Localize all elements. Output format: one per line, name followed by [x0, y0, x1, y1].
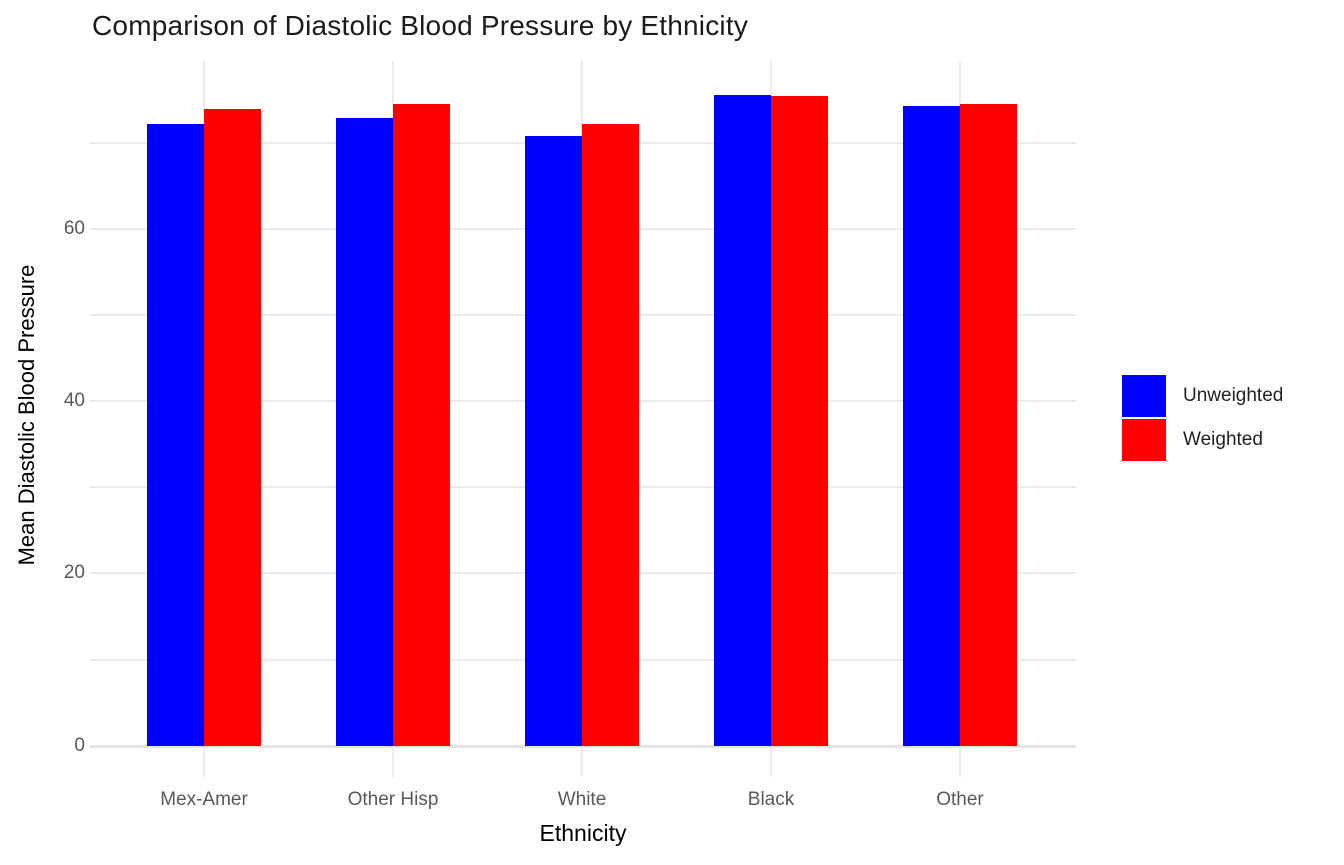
y-tick-label: 20 — [63, 562, 85, 584]
bar-weighted-other-hisp — [393, 103, 450, 746]
y-tick-label: 0 — [74, 734, 85, 756]
bar-unweighted-black — [714, 95, 771, 746]
x-tick-label: Other Hisp — [347, 789, 439, 810]
bar-unweighted-white — [525, 136, 582, 746]
bar-weighted-black — [771, 95, 828, 746]
legend-swatch-unweighted — [1122, 375, 1166, 417]
bar-unweighted-other-hisp — [336, 118, 393, 746]
x-tick-label: White — [557, 789, 607, 810]
legend-item-weighted: Weighted — [1122, 419, 1283, 461]
chart-title: Comparison of Diastolic Blood Pressure b… — [92, 10, 749, 41]
legend-label-unweighted: Unweighted — [1183, 385, 1284, 406]
bar-weighted-white — [582, 123, 639, 746]
bar-unweighted-other — [903, 106, 960, 746]
bar-weighted-mex-amer — [204, 108, 261, 746]
legend-item-unweighted: Unweighted — [1122, 375, 1283, 417]
x-tick-label: Mex-Amer — [160, 789, 248, 810]
legend-label-weighted: Weighted — [1183, 429, 1263, 450]
legend-swatch-weighted — [1122, 419, 1166, 461]
y-tick-label: 40 — [63, 390, 85, 412]
bar-weighted-other — [960, 103, 1017, 746]
legend: Unweighted Weighted — [1122, 375, 1283, 463]
x-tick-label: Other — [936, 789, 984, 810]
x-tick-label: Black — [747, 789, 795, 810]
y-tick-label: 60 — [63, 217, 85, 239]
x-axis-title: Ethnicity — [539, 820, 627, 846]
bar-unweighted-mex-amer — [147, 123, 204, 746]
gridline-horizontal — [90, 744, 1076, 748]
